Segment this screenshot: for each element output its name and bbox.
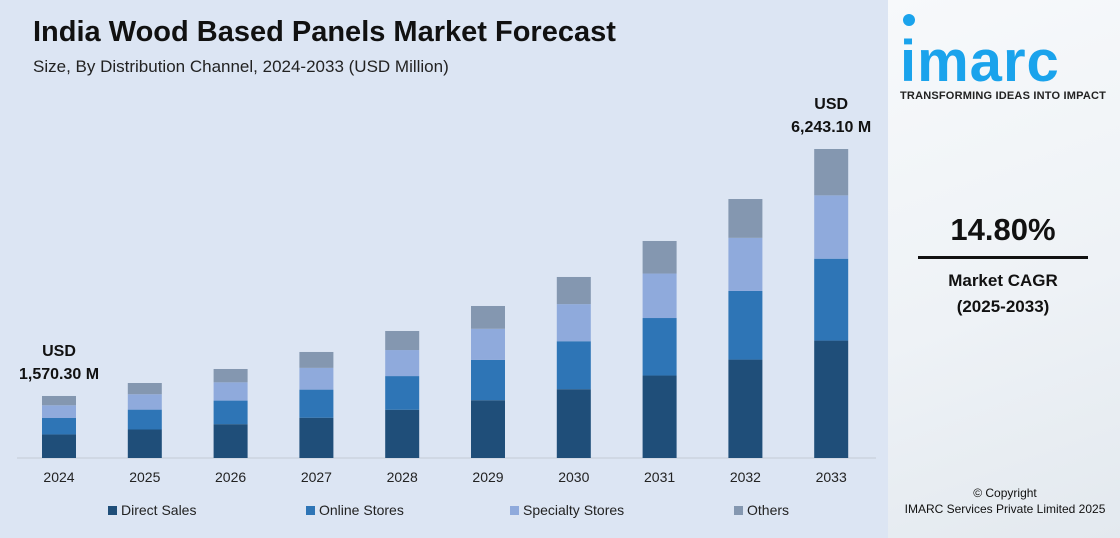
info-panel xyxy=(888,0,1120,538)
bar-segment-online-stores xyxy=(213,400,248,425)
cagr-period: (2025-2033) xyxy=(956,297,1050,316)
legend-label: Specialty Stores xyxy=(523,502,625,518)
bar-segment-direct-sales xyxy=(728,359,763,458)
x-tick-label: 2027 xyxy=(301,469,332,485)
bar-segment-others xyxy=(814,149,849,196)
bar-segment-direct-sales xyxy=(814,340,849,458)
bar-segment-online-stores xyxy=(42,418,76,435)
legend-swatch xyxy=(510,505,519,515)
legend-item: Others xyxy=(734,502,789,518)
bar-segment-direct-sales xyxy=(213,424,248,458)
total-annotation: 1,570.30 M xyxy=(19,366,99,383)
bar-segment-others xyxy=(299,351,334,368)
legend-item: Direct Sales xyxy=(108,502,196,518)
bar-segment-online-stores xyxy=(127,409,162,430)
bar-segment-direct-sales xyxy=(556,389,591,458)
bar-segment-others xyxy=(127,383,162,395)
x-tick-label: 2026 xyxy=(215,469,246,485)
logo-dot xyxy=(903,14,915,26)
x-tick-label: 2030 xyxy=(558,469,589,485)
bar-segment-specialty-stores xyxy=(556,304,591,342)
bar-segment-specialty-stores xyxy=(127,394,162,410)
bar-segment-direct-sales xyxy=(127,429,162,458)
bar-segment-others xyxy=(213,368,248,383)
cagr-label: Market CAGR xyxy=(948,271,1058,290)
cagr-divider xyxy=(918,256,1088,259)
imarc-logo: imarc xyxy=(900,29,1060,94)
bar-segment-online-stores xyxy=(299,389,334,418)
company-name: IMARC Services Private Limited 2025 xyxy=(904,502,1106,516)
x-tick-label: 2032 xyxy=(730,469,761,485)
bar-segment-online-stores xyxy=(385,376,420,410)
total-annotation: USD xyxy=(814,96,848,113)
bar-segment-online-stores xyxy=(642,318,677,376)
bar-segment-specialty-stores xyxy=(299,367,334,390)
legend-label: Direct Sales xyxy=(121,502,197,518)
stacked-bar-chart: 2024 USD 1,570.30 M 2025 2026 2027 2028 2029 203… xyxy=(17,96,876,485)
bar-segment-online-stores xyxy=(471,359,505,401)
bar-segment-specialty-stores xyxy=(642,273,677,319)
legend-swatch xyxy=(306,505,315,515)
chart-subtitle: Size, By Distribution Channel, 2024-2033… xyxy=(33,57,449,76)
total-annotation: 6,243.10 M xyxy=(791,119,871,136)
bar-segment-specialty-stores xyxy=(728,237,763,291)
legend-label: Others xyxy=(747,502,790,518)
x-tick-label: 2033 xyxy=(816,469,847,485)
bar-segment-specialty-stores xyxy=(471,328,505,360)
bar-segment-direct-sales xyxy=(642,375,677,458)
legend-item: Specialty Stores xyxy=(510,502,624,518)
bar-segment-direct-sales xyxy=(385,409,420,458)
chart-title: India Wood Based Panels Market Forecast xyxy=(33,16,616,48)
copyright: © Copyright xyxy=(973,486,1037,500)
bar-segment-others xyxy=(642,240,677,274)
bar-segment-others xyxy=(42,395,76,406)
bar-segment-online-stores xyxy=(556,341,591,390)
bar-segment-others xyxy=(471,305,505,329)
bar-segment-direct-sales xyxy=(299,417,334,458)
bar-segment-online-stores xyxy=(728,290,763,360)
legend-item: Online Stores xyxy=(306,502,404,518)
tagline: TRANSFORMING IDEAS INTO IMPACT xyxy=(900,90,1107,102)
bar-segment-others xyxy=(556,276,591,305)
bar-segment-direct-sales xyxy=(471,400,505,458)
legend-swatch xyxy=(108,505,117,515)
bar-segment-specialty-stores xyxy=(42,405,76,419)
bar-segment-specialty-stores xyxy=(213,382,248,401)
legend-swatch xyxy=(734,505,743,515)
x-tick-label: 2029 xyxy=(472,469,503,485)
bar-segment-specialty-stores xyxy=(385,350,420,377)
legend-label: Online Stores xyxy=(319,502,404,518)
bar-segment-specialty-stores xyxy=(814,195,849,259)
bar-segment-direct-sales xyxy=(42,434,76,458)
cagr-value: 14.80% xyxy=(950,212,1056,247)
x-tick-label: 2028 xyxy=(387,469,418,485)
bar-segment-others xyxy=(385,330,420,351)
bar-segment-others xyxy=(728,199,763,238)
x-tick-label: 2031 xyxy=(644,469,675,485)
x-tick-label: 2025 xyxy=(129,469,160,485)
total-annotation: USD xyxy=(42,343,76,360)
x-tick-label: 2024 xyxy=(43,469,74,485)
bar-segment-online-stores xyxy=(814,258,849,341)
